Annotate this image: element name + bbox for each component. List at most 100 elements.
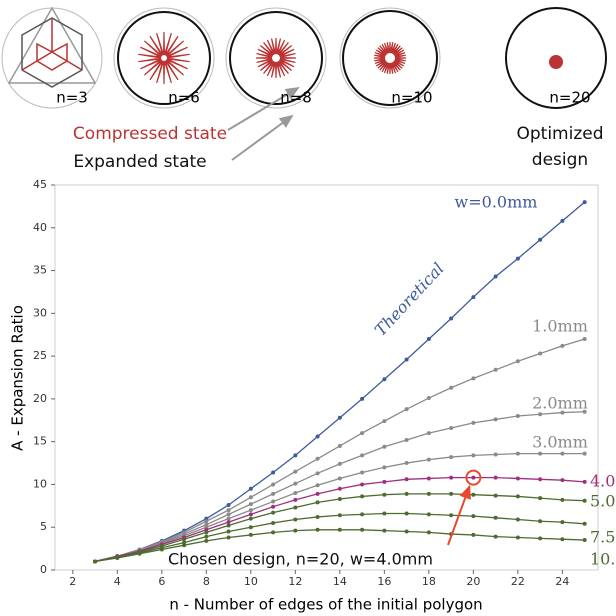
point [249,495,253,499]
compressed-star [256,38,296,78]
point [227,524,231,528]
point [471,295,475,299]
point [360,453,364,457]
point [516,518,520,522]
point [449,386,453,390]
point [271,521,275,525]
theoretical-label: Theoretical [371,259,448,340]
x-tick-label: 6 [158,575,165,588]
point [316,515,320,519]
point [293,506,297,510]
point [516,359,520,363]
point [293,529,297,533]
point [516,257,520,261]
point [538,352,542,356]
point [538,496,542,500]
y-tick-label: 45 [33,178,47,191]
point [583,522,587,526]
point [316,492,320,496]
x-axis-label: n - Number of edges of the initial polyg… [169,596,482,614]
point [338,444,342,448]
point [293,498,297,502]
point [449,492,453,496]
point [271,511,275,515]
y-tick-label: 30 [33,306,47,319]
point [316,457,320,461]
point [204,530,208,534]
point [405,530,409,534]
point [382,493,386,497]
series-line [95,454,585,562]
point [560,498,564,502]
point [405,477,409,481]
y-axis-label: A - Expansion Ratio [9,305,27,451]
point [271,470,275,474]
y-tick-label: 10 [33,477,47,490]
point [271,500,275,504]
point [560,537,564,541]
point [560,344,564,348]
point [227,517,231,521]
point [293,491,297,495]
x-tick-label: 22 [511,575,525,588]
point [560,520,564,524]
point [583,452,587,456]
point [249,502,253,506]
point [427,431,431,435]
point [249,533,253,537]
y-tick-label: 40 [33,221,47,234]
point [316,483,320,487]
point [271,530,275,534]
point [338,416,342,420]
x-tick-label: 8 [203,575,210,588]
point [560,219,564,223]
series-label: 3.0mm [532,433,588,452]
point [227,530,231,534]
point [316,471,320,475]
point [494,476,498,480]
point [471,376,475,380]
point [471,533,475,537]
point [293,482,297,486]
point [360,397,364,401]
point [405,438,409,442]
point [249,512,253,516]
series-label: 1.0mm [532,317,588,336]
panel-label: n=6 [168,89,200,107]
point [316,435,320,439]
point [115,556,119,560]
panel-label: n=20 [549,89,590,107]
compressed-star [138,32,189,84]
point [227,520,231,524]
point [227,508,231,512]
point [538,412,542,416]
point [449,513,453,517]
x-tick-label: 24 [555,575,569,588]
point [293,453,297,457]
compressed-dot [549,55,563,69]
point [560,478,564,482]
point [427,530,431,534]
point [560,452,564,456]
point [227,512,231,516]
point [360,482,364,486]
x-tick-label: 18 [422,575,436,588]
panel-label: n=10 [391,89,432,107]
point [182,543,186,547]
point [449,476,453,480]
compressed-label: Compressed state [73,124,227,144]
point [382,465,386,469]
diagram: Compressed state Expanded state Optimize… [2,8,606,172]
point [338,497,342,501]
point [293,518,297,522]
point [449,426,453,430]
series-line [95,202,585,561]
point [204,539,208,543]
series-label: 4.0mm [590,472,616,491]
point [471,453,475,457]
point [471,514,475,518]
point [583,480,587,484]
point [449,455,453,459]
point [516,452,520,456]
point [494,417,498,421]
